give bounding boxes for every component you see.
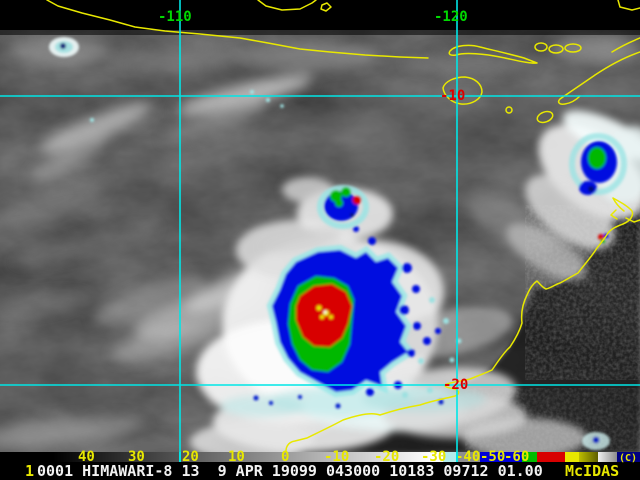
colorbar-segment-yellow [565,452,579,462]
top-band-edge [0,30,640,35]
colorbar-segment-blue [480,452,522,462]
latitude-label-20: -20 [443,377,469,393]
grid-meridian-120-over-bar [456,452,458,462]
colorbar-tick: 30 [128,449,145,465]
copyright-label: (C) [619,453,638,464]
coastline-java [46,0,429,59]
island-lembata [534,42,548,52]
island-rote [536,110,554,124]
colorbar-segment-navy [617,452,640,462]
image-info-text: 0001 HIMAWARI-8 13 9 APR 19099 043000 10… [37,462,543,480]
colorbar-segment-green [522,452,537,462]
coastline-overlay [46,0,640,457]
coastline-lesser-sunda-chain [448,44,538,64]
coastline-kimberley-inlets [610,209,640,223]
coastline-java-north [257,0,317,11]
storm-yellow-overshoot [316,305,333,319]
colorbar-tick: -50 [480,449,506,465]
status-line: 1 0001 HIMAWARI-8 13 9 APR 19099 043000 … [0,462,640,480]
mcidas-brand-label: McIDAS [565,462,620,480]
storm-blue-speckle-east [353,226,441,396]
island-pantar [548,44,564,54]
colorbar-segment-palecyan [443,452,457,462]
colorbar-tick: 10 [228,449,245,465]
coastline-timor-south [557,51,640,105]
coastline-australia [285,197,634,457]
colorbar-tick: -20 [374,449,400,465]
east-cluster-enhancement [569,133,627,243]
colorbar-segment-red [537,452,565,462]
colorbar-tick: -40 [455,449,481,465]
cold-pixel-specks [49,37,610,450]
island-savu [505,106,513,114]
colorbar-tick: 40 [78,449,95,465]
colorbar-segment-gray [457,452,480,462]
colorbar-tick: 20 [182,449,199,465]
storm-red-core [296,284,352,347]
latitude-label-10: -10 [440,88,466,104]
latlon-grid [0,0,640,452]
colorbar-tick: -10 [324,449,350,465]
north-cluster-enhancement [317,185,369,229]
grid-meridian-110-over-bar [179,452,181,462]
storm-enhancement [266,226,462,398]
frame-number: 1 [25,462,35,480]
island-alor [564,43,582,53]
colorbar-tick: -30 [421,449,447,465]
colorbar-segment-olive [579,452,598,462]
colorbar-tick: -60 [504,449,530,465]
longitude-label-110: -110 [158,9,192,25]
island-small-north [320,2,332,12]
longitude-label-120: -120 [434,9,468,25]
coastline-timor-north [611,37,640,53]
colorbar-segment-grayscale [0,452,443,462]
island-wetar-corner [617,0,640,11]
colorbar [0,452,640,462]
colorbar-segment-lightgray [598,452,617,462]
colorbar-tick: 0 [281,449,290,465]
top-black-band [0,0,640,30]
